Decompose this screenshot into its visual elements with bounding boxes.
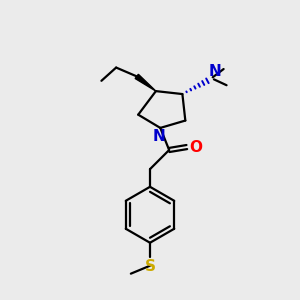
Text: N: N: [209, 64, 222, 79]
Text: S: S: [145, 259, 155, 274]
Text: O: O: [190, 140, 203, 154]
Polygon shape: [135, 74, 156, 91]
Text: N: N: [152, 129, 165, 144]
